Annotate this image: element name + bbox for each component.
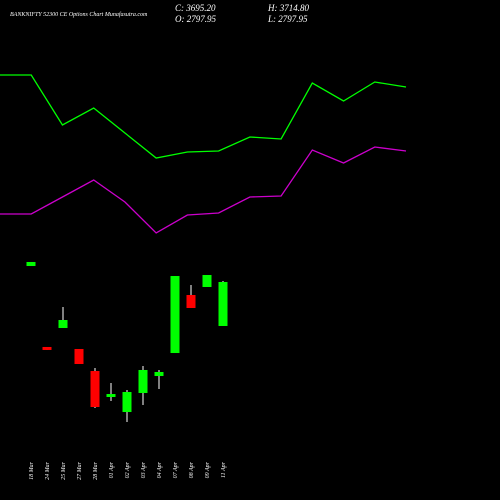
- x-tick-label: 25 Mar: [61, 461, 67, 479]
- x-tick-label: 03 Apr: [141, 461, 147, 478]
- x-tick-label: 28 Mar: [93, 461, 99, 479]
- candle-body: [218, 281, 228, 326]
- candle-body: [154, 371, 164, 377]
- candle-body: [74, 348, 84, 365]
- candle-body: [90, 371, 100, 408]
- x-tick-label: 08 Apr: [189, 461, 195, 478]
- x-tick-label: 27 Mar: [77, 461, 83, 479]
- candle-body: [138, 369, 148, 393]
- x-tick-label: 07 Apr: [173, 461, 179, 478]
- ohlc-label: L: 2797.95: [267, 14, 308, 24]
- candle-body: [106, 394, 116, 398]
- candle-body: [26, 261, 36, 267]
- chart-title: BANKNIFTY 52300 CE Options Chart Munafas…: [10, 11, 148, 18]
- x-tick-label: 24 Mar: [44, 461, 51, 479]
- x-tick-label: 02 Apr: [125, 461, 131, 478]
- x-tick-label: 01 Apr: [109, 461, 115, 478]
- ohlc-label: C: 3695.20: [175, 3, 216, 13]
- x-tick-label: 04 Apr: [156, 461, 163, 478]
- candle-body: [202, 274, 212, 288]
- x-tick-label: 09 Apr: [205, 461, 211, 478]
- candle-body: [170, 276, 180, 354]
- candle-body: [186, 294, 196, 308]
- ohlc-label: H: 3714.80: [267, 3, 309, 13]
- line-series: [0, 146, 407, 234]
- ohlc-label: O: 2797.95: [175, 14, 216, 24]
- x-tick-label: 18 Mar: [29, 461, 35, 479]
- line-series: [0, 74, 407, 159]
- x-tick-label: 11 Apr: [221, 461, 227, 478]
- candle-body: [122, 392, 132, 413]
- candle-body: [58, 320, 68, 329]
- candle-body: [42, 346, 52, 350]
